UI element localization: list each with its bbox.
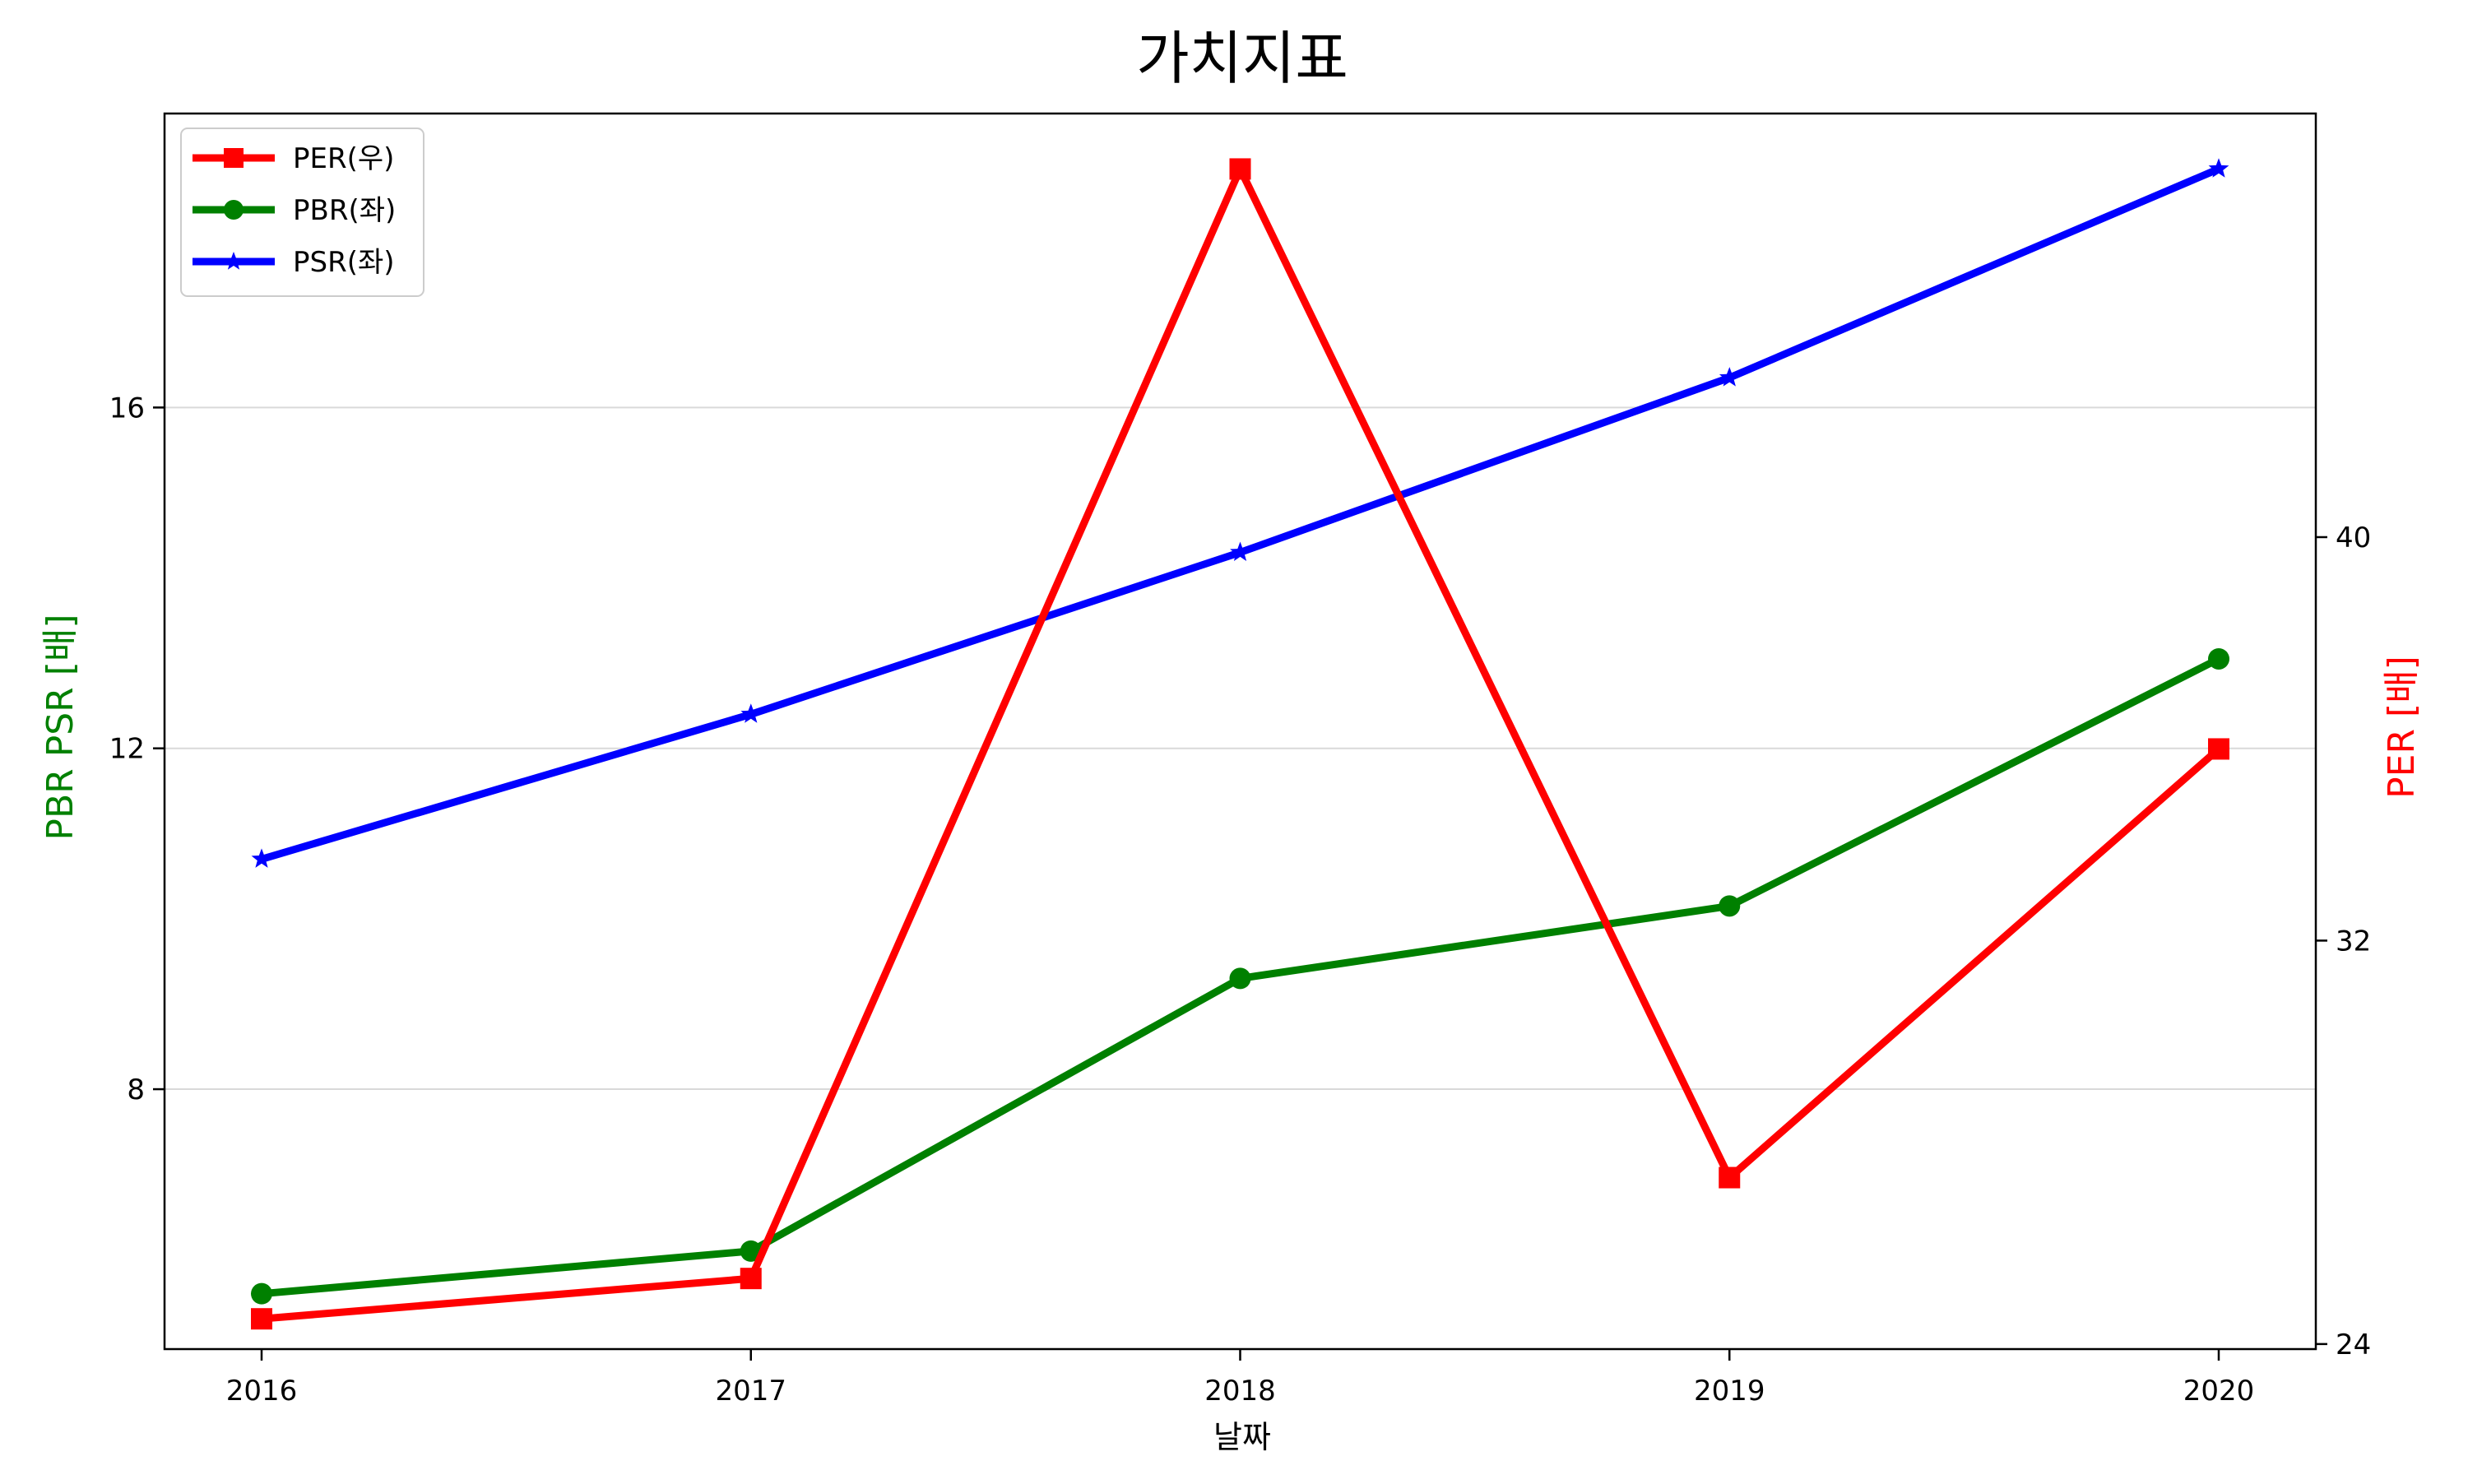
data-point [2208, 738, 2229, 760]
data-point [2208, 647, 2229, 670]
legend-label: PSR(좌) [293, 246, 395, 279]
data-point [1719, 895, 1741, 917]
left-y-tick-label: 12 [109, 733, 145, 766]
right-y-tick-label: 32 [2336, 925, 2371, 958]
x-tick-label: 2019 [1694, 1375, 1765, 1407]
left-y-axis-label: PBR PSR [배] [39, 614, 81, 840]
data-point [740, 703, 762, 723]
right-y-tick-label: 40 [2336, 522, 2371, 554]
legend-swatch-marker [224, 252, 244, 270]
left-y-tick-label: 16 [109, 392, 145, 424]
data-point [1229, 967, 1251, 990]
data-point [251, 1308, 272, 1330]
x-axis-label: 날짜 [1213, 1419, 1271, 1455]
series-2 [251, 158, 2229, 868]
data-point [1719, 1166, 1741, 1189]
legend-label: PBR(좌) [293, 194, 396, 227]
x-tick-label: 2016 [226, 1375, 298, 1407]
right-y-tick-label: 24 [2336, 1329, 2371, 1361]
data-point [740, 1268, 762, 1290]
data-point [1229, 158, 1251, 180]
x-tick-label: 2017 [715, 1375, 786, 1407]
chart-title: 가치지표 [1136, 25, 1348, 92]
axes: 8 12 16 24 32 40 2016 2017 2018 2019 2020 [109, 392, 2372, 1407]
data-point [1230, 541, 1250, 561]
data-point [1719, 367, 1740, 387]
right-y-axis-label: PER [배] [2381, 656, 2423, 799]
x-tick-label: 2018 [1204, 1375, 1276, 1407]
legend-box [180, 128, 424, 297]
legend-label: PER(우) [293, 142, 394, 175]
gridlines [165, 406, 2316, 1091]
x-tick-label: 2020 [2183, 1375, 2255, 1407]
series-layer [251, 158, 2229, 1330]
data-point [251, 848, 272, 868]
data-point [740, 1240, 762, 1262]
legend: PER(우) PBR(좌) PSR(좌) [180, 128, 424, 297]
series-0 [251, 158, 2229, 1330]
legend-swatch-marker [224, 200, 244, 220]
series-1 [251, 647, 2229, 1305]
left-y-tick-label: 8 [127, 1074, 145, 1106]
data-point [2208, 158, 2229, 178]
legend-swatch-marker [224, 148, 244, 168]
data-point [251, 1282, 272, 1305]
